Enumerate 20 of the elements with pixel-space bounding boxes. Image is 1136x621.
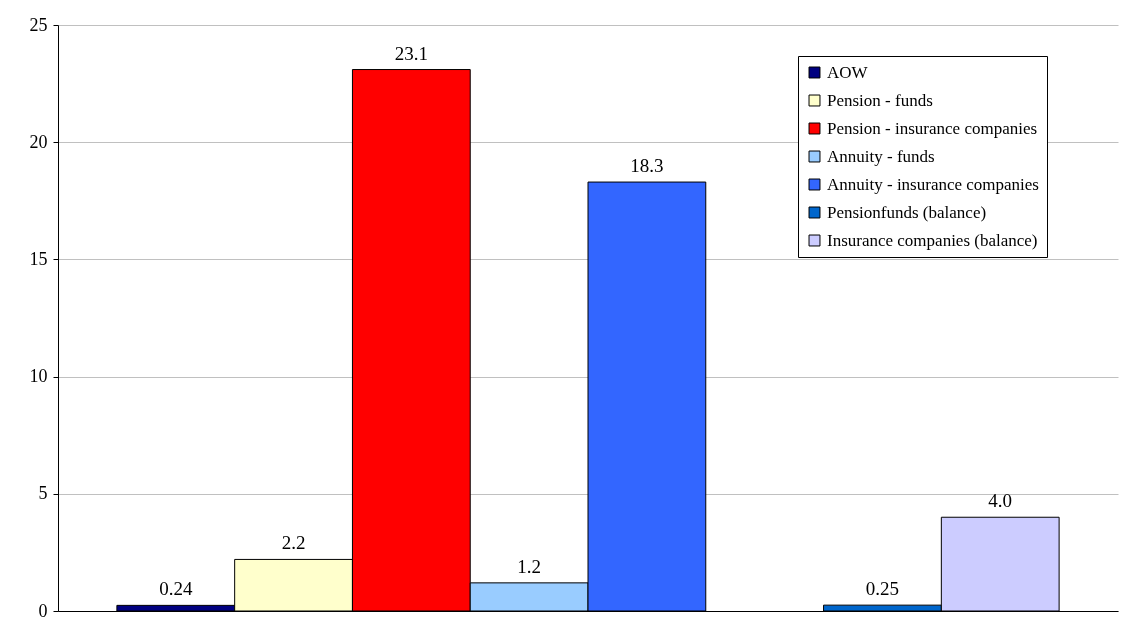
legend-label: Pensionfunds (balance) (827, 202, 987, 222)
legend-label: AOW (827, 62, 869, 82)
y-tick-label: 25 (29, 14, 48, 35)
data-label: 0.25 (865, 578, 900, 600)
data-label: 0.24 (159, 578, 193, 600)
y-tick-label: 10 (29, 366, 48, 387)
y-tick-label: 0 (38, 600, 48, 621)
legend-label: Insurance companies (balance) (827, 230, 1038, 250)
data-label: 23.1 (394, 42, 428, 64)
data-label: 4.0 (988, 490, 1013, 512)
legend-label: Pension - insurance companies (827, 118, 1038, 138)
data-label: 2.2 (281, 532, 306, 554)
y-tick-label: 15 (29, 248, 48, 269)
data-label: 18.3 (630, 155, 664, 177)
y-tick-label: 5 (38, 483, 48, 504)
legend-label: Pension - funds (827, 90, 933, 110)
legend-label: Annuity - insurance companies (827, 174, 1039, 194)
legend-label: Annuity - funds (827, 146, 935, 166)
y-tick-label: 20 (29, 131, 48, 152)
data-label: 1.2 (517, 555, 541, 577)
